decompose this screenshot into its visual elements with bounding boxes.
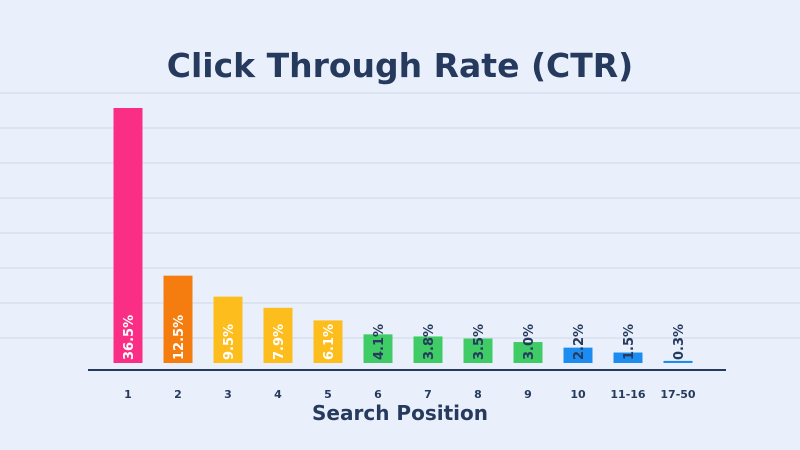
data-label-5: 6.1% <box>322 324 337 360</box>
data-label-4: 7.9% <box>272 324 287 360</box>
bar-5 <box>313 320 343 363</box>
bar-3 <box>213 296 243 363</box>
bar-17-50 <box>663 360 693 363</box>
chart-title: Click Through Rate (CTR) <box>167 46 634 85</box>
x-tick-1: 1 <box>124 388 132 401</box>
x-tick-6: 6 <box>374 388 382 401</box>
data-label-7: 3.8% <box>422 324 437 360</box>
x-tick-9: 9 <box>524 388 532 401</box>
x-tick-17-50: 17-50 <box>660 388 696 401</box>
bar-11-16 <box>613 352 643 363</box>
bar-2 <box>163 275 193 363</box>
data-label-17-50: 0.3% <box>672 324 687 360</box>
bars: 36.5% 12.5% 9.5% 7.9% 6.1% 4.1% 3.8% 3.5% 3.0% 2.… <box>113 108 693 363</box>
data-label-10: 2.2% <box>572 324 587 360</box>
x-tick-11-16: 11-16 <box>610 388 646 401</box>
x-tick-4: 4 <box>274 388 282 401</box>
x-tick-10: 10 <box>570 388 586 401</box>
bar-9 <box>513 342 543 363</box>
bar-4 <box>263 307 293 363</box>
bar-7 <box>413 336 443 363</box>
data-label-3: 9.5% <box>222 324 237 360</box>
x-tick-3: 3 <box>224 388 232 401</box>
x-axis-label: Search Position <box>312 401 488 425</box>
data-label-9: 3.0% <box>522 324 537 360</box>
bar-6 <box>363 334 393 363</box>
bar-1 <box>113 108 143 363</box>
x-tick-8: 8 <box>474 388 482 401</box>
data-label-6: 4.1% <box>372 324 387 360</box>
data-label-2: 12.5% <box>172 315 187 360</box>
bar-8 <box>463 338 493 363</box>
data-label-8: 3.5% <box>472 324 487 360</box>
data-label-11-16: 1.5% <box>622 324 637 360</box>
data-label-1: 36.5% <box>122 315 137 360</box>
x-tick-7: 7 <box>424 388 432 401</box>
bar-10 <box>563 347 593 363</box>
x-tick-2: 2 <box>174 388 182 401</box>
x-tick-labels: 1 2 3 4 5 6 7 8 9 10 11-16 17-50 <box>124 388 696 401</box>
x-tick-5: 5 <box>324 388 332 401</box>
